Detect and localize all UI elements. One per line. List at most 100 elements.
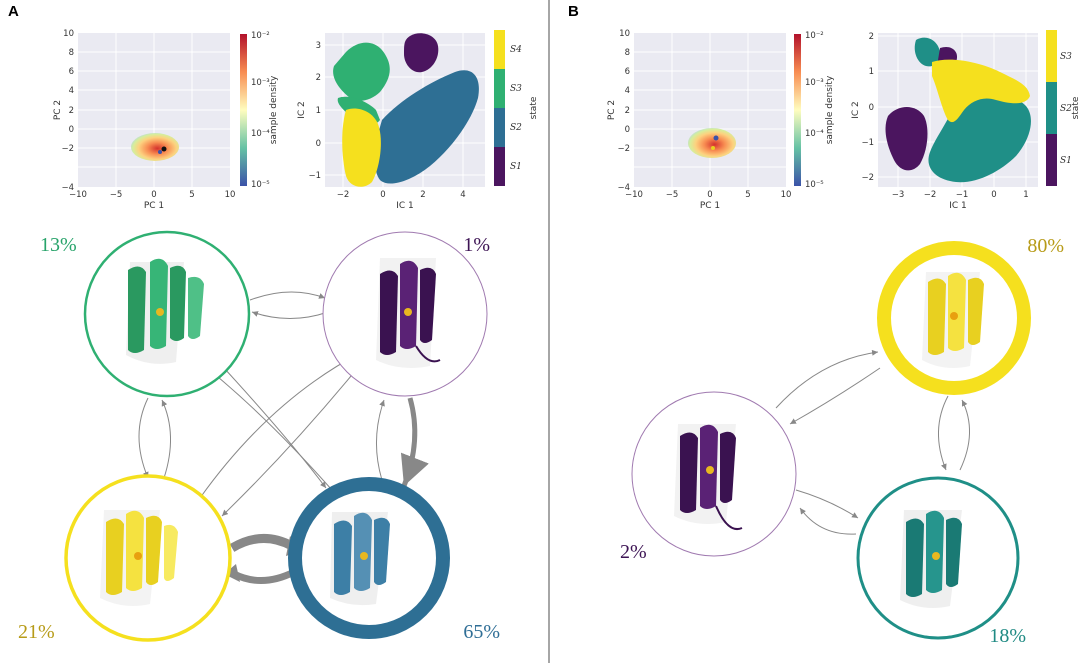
pca-xtick: −10 [625,190,643,200]
state-network-b: 80% 2% 18% [620,235,1064,647]
reference-point [711,146,715,150]
pca-ytick: 2 [69,106,74,116]
percentage-s3: 13% [40,234,77,256]
protein-structure-s4 [376,258,441,368]
tica-ylabel: IC 2 [851,101,861,119]
pca-ytick: 8 [625,48,630,58]
pca-ytick: 6 [625,67,630,77]
tica-plot-b: −3 −2 −1 0 1 2 1 0 −1 −2 IC 1 IC 2 S3 S2… [851,30,1081,211]
protein-structure-s2 [900,510,962,608]
percentage-s2: 18% [989,625,1026,647]
pca-plot-a: −10 −5 0 5 10 10 8 6 4 2 0 −2 −4 PC 1 PC… [53,29,279,211]
state-color-s1 [1046,134,1057,186]
protein-structure-s2 [330,512,390,606]
tica-ytick: −2 [861,173,874,183]
pca-ytick: −2 [617,144,630,154]
tica-ytick: 0 [869,103,874,113]
tica-xtick: −3 [892,190,905,200]
transition-arrows [775,349,971,535]
state-label: S3 [510,84,522,94]
pca-xlabel: PC 1 [700,201,720,211]
density-cloud [131,133,179,161]
tica-ytick: 2 [316,73,321,83]
pca-ytick: −4 [61,183,74,193]
reference-point [713,135,719,141]
pca-ytick: 4 [625,86,630,96]
tica-xtick: −2 [924,190,937,200]
state-s1-region [342,108,381,187]
pca-ytick: −2 [61,144,74,154]
colorbar-tick: 10⁻³ [805,78,824,88]
state-colorbar-label: state [529,96,539,119]
state-label: S4 [510,45,522,55]
state-s1-region [885,107,928,171]
pca-xtick: −10 [69,190,87,200]
colorbar-tick: 10⁻³ [251,78,270,88]
pca-ytick: 10 [63,29,74,39]
protein-structure-s1 [674,424,743,530]
tica-ylabel: IC 2 [297,101,307,119]
arrowhead [224,564,240,582]
percentage-s4: 1% [463,234,490,256]
reference-point [158,150,162,154]
transition-arrow-thick [400,397,429,487]
tica-xtick: 1 [1023,190,1028,200]
panel-letter-a: A [8,3,19,20]
state-s3-region [932,59,1030,123]
state-label: S2 [510,123,522,133]
pca-xtick: 10 [781,190,792,200]
state-color-s2 [1046,82,1057,134]
reference-point [161,146,167,152]
colorbar-label: sample density [269,75,279,144]
state-color-s3 [1046,30,1057,82]
density-colorbar [794,34,801,186]
tica-ytick: 1 [869,67,874,77]
tica-ytick: 2 [869,32,874,42]
tica-xtick: 0 [380,190,385,200]
state-s2-region [374,70,479,184]
density-cloud [688,128,736,158]
state-label: S1 [510,162,522,172]
colorbar-tick: 10⁻⁵ [805,180,824,190]
pca-ytick: −4 [617,183,630,193]
density-colorbar [240,34,247,186]
tica-xlabel: IC 1 [396,201,414,211]
transition-arrow-thick [232,568,296,585]
pca-xtick: −5 [110,190,123,200]
state-s2-region [914,37,941,67]
pca-xtick: 10 [225,190,236,200]
state-label: S3 [1060,52,1072,62]
state-color-s2 [494,108,505,147]
percentage-s3: 80% [1027,235,1064,257]
tica-ytick: −1 [861,138,874,148]
protein-structure-s3 [922,272,984,368]
tica-xtick: 0 [991,190,996,200]
colorbar-tick: 10⁻⁴ [805,129,824,139]
colorbar-tick: 10⁻⁴ [251,129,270,139]
pca-plot-b: −10 −5 0 5 10 10 8 6 4 2 0 −2 −4 PC 1 PC… [607,29,835,211]
tica-xlabel: IC 1 [949,201,967,211]
tica-ytick: −1 [308,171,321,181]
state-label: S1 [1060,156,1072,166]
pca-xtick: 0 [707,190,712,200]
panel-letter-b: B [568,3,579,20]
protein-structure-s3 [126,258,204,364]
tica-xtick: 2 [420,190,425,200]
colorbar-label: sample density [825,75,835,144]
tica-plot-a: −2 0 2 4 3 2 1 0 −1 IC 1 IC 2 S4 S3 S2 S… [297,30,539,211]
tica-xtick: −2 [337,190,350,200]
colorbar-tick: 10⁻⁵ [251,180,270,190]
pca-ytick: 0 [625,125,630,135]
protein-structure-s1 [100,510,178,606]
state-colorbar-label: state [1071,96,1081,119]
state-s3-region [333,42,390,101]
pca-ytick: 2 [625,106,630,116]
tica-xtick: 4 [460,190,465,200]
state-label: S2 [1060,104,1072,114]
pca-ytick: 8 [69,48,74,58]
colorbar-tick: 10⁻² [251,31,270,41]
pca-ytick: 10 [619,29,630,39]
state-s4-region [404,33,439,73]
pca-ytick: 6 [69,67,74,77]
